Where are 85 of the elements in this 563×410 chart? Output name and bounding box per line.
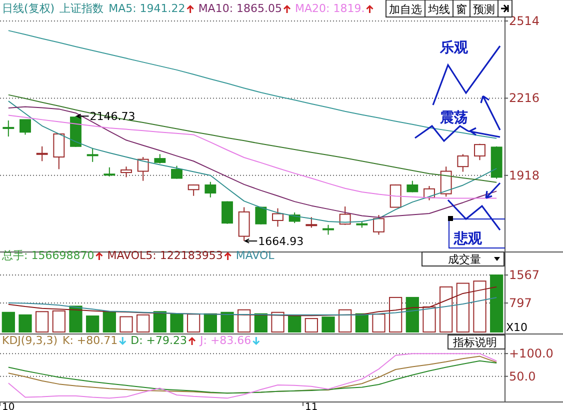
candlestick [474,143,486,161]
y-tick-label: +100.0 [509,346,554,361]
bar [153,311,166,332]
candlestick [154,154,166,164]
bar [304,318,318,332]
text: MAVOL5: 122183953 [107,249,223,262]
x-tick-label: 11 [305,402,318,410]
annotation: 悲观 [453,231,483,247]
y-tick-label: 1918 [509,168,540,182]
annotation: 乐观 [439,39,469,56]
candlestick [204,181,216,198]
candlestick [120,166,132,178]
y-tick-label: 797 [509,296,532,310]
bar [456,282,470,332]
text: MA20: 1819. [295,2,365,15]
candlestick [20,119,31,136]
bar [69,306,82,332]
annotation: 震荡 [439,110,468,126]
annotation: 窗 [456,3,467,16]
annotation: 预测 [473,3,495,16]
bar [86,316,100,332]
candlestick [222,200,233,224]
bar [473,280,486,332]
bar [288,316,302,332]
candlestick [255,206,267,225]
bar [187,314,200,332]
annotation: 指标说明 [452,336,497,349]
candlestick [440,166,452,198]
candlestick [53,133,65,170]
line-series [8,296,498,316]
annotation: 成交量 [448,253,481,266]
candlestick [2,120,14,138]
y-tick-label: 2216 [509,91,540,106]
chart-title: KDJ(9,3,3) [2,334,58,347]
candlestick [322,224,334,236]
bar [372,314,386,332]
text: MAVOL [236,249,276,262]
bar [102,311,116,332]
bar [422,306,436,332]
text: X10 [506,321,528,334]
candlestick [137,156,149,182]
bar [338,309,352,332]
bar [36,311,49,332]
text: D: +79.23 [130,334,188,347]
bar [254,313,268,332]
bar [136,314,150,332]
chart-subtitle: 日线(复权) [2,2,55,15]
bar [238,309,251,332]
text: J: +83.66 [199,334,252,347]
candlestick [272,208,284,228]
candlestick [373,214,384,236]
bar [389,296,402,332]
y-tick-label: 50.0 [509,369,536,384]
annotation: 1664.93 [258,234,304,248]
candlestick [306,216,318,228]
text: MA5: 1941.22 [108,2,186,15]
bar [18,314,32,332]
bar [355,313,368,332]
candlestick [104,166,116,177]
y-tick-label: 2514 [509,14,540,28]
bar [204,313,217,332]
text: 总手: 156698870 [1,249,94,262]
bar [440,286,453,332]
bar [170,314,184,332]
candlestick [86,147,98,162]
y-tick-label: 1567 [509,268,540,282]
x-tick-label: 10 [2,402,15,410]
bar [490,274,504,332]
annotation: 均线 [427,3,450,16]
chart-title: 上证指数 [60,2,104,15]
bar [120,316,133,332]
text: K: +80.71 [62,334,118,347]
bar [52,310,66,332]
candlestick [171,165,182,180]
candlestick [339,206,351,226]
text: MA10: 1865.05 [198,2,282,15]
bar [2,312,15,332]
line-series [8,30,498,139]
annotation: 加自选 [389,3,422,16]
bar [220,312,234,332]
candlestick [457,154,469,172]
bar [271,312,284,332]
candlestick [36,146,48,162]
bar [322,316,335,332]
bar [406,296,419,332]
